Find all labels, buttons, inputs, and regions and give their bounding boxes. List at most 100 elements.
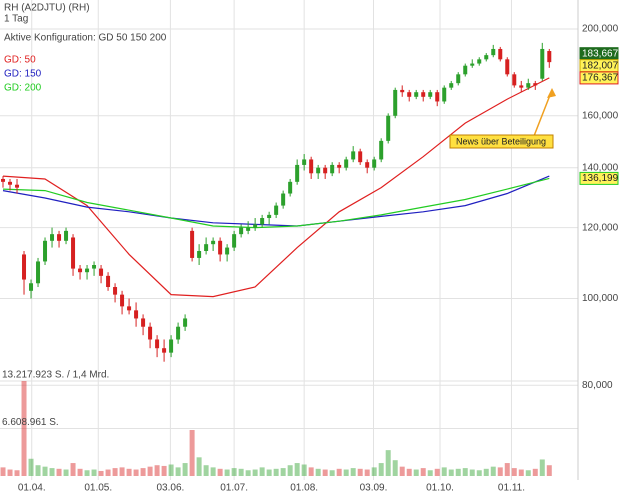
x-tick-label: 03.09.: [360, 483, 388, 494]
candle-body: [505, 59, 510, 75]
volume-bar: [455, 468, 461, 476]
volume-bar: [420, 468, 426, 476]
candle-body: [15, 184, 20, 188]
volume-bar: [266, 469, 272, 476]
candle-body: [491, 48, 496, 56]
volume-bar: [483, 468, 489, 476]
candle-body: [456, 74, 461, 84]
volume-bar: [504, 463, 510, 476]
candle-body: [379, 140, 384, 160]
volume-bar: [336, 468, 342, 476]
volume-bar: [259, 467, 265, 476]
volume-bar: [210, 467, 216, 476]
candle-body: [414, 92, 419, 97]
candle-body: [477, 59, 482, 64]
volume-bar: [21, 381, 27, 476]
volume-bar: [98, 470, 104, 476]
price-label: 176,367: [582, 73, 619, 84]
volume-bar: [371, 467, 377, 476]
candle-body: [169, 339, 174, 353]
candle-body: [393, 89, 398, 116]
grid: [0, 0, 578, 480]
volume-bar: [350, 468, 356, 476]
candle-body: [547, 51, 552, 63]
x-tick-label: 03.06.: [156, 483, 184, 494]
candle-body: [498, 48, 503, 60]
y-tick-label: 80,000: [582, 380, 613, 391]
moving-averages: [2, 77, 550, 298]
candle-body: [176, 326, 181, 340]
volume-bar: [427, 470, 433, 476]
volume-bar: [329, 470, 335, 476]
candle-body: [428, 92, 433, 97]
labels: 80,000 100,000 120,000 140,000 160,000 200,00…: [2, 24, 619, 494]
volume-bar: [385, 450, 391, 476]
candle-body: [253, 224, 258, 228]
volume-bar: [238, 468, 244, 476]
annotation-box: [449, 134, 554, 149]
volume-bar: [105, 469, 111, 476]
volume-bar: [511, 468, 517, 476]
volume-bar: [35, 465, 41, 476]
volume-bar: [469, 469, 475, 476]
candle-body: [344, 159, 349, 168]
volume-bar: [252, 469, 258, 476]
volume-bar: [168, 464, 174, 476]
candle-body: [232, 234, 237, 248]
price-label-box: [579, 71, 619, 85]
y-tick-label: 140,000: [582, 162, 619, 173]
volume-bar: [280, 468, 286, 476]
volume-bar: [189, 430, 195, 476]
annotation-arrow: [533, 89, 553, 137]
legend-label: GD: 200: [4, 83, 42, 94]
volume-tick-label: 13.217.923 S. / 1,4 Mrd.: [2, 370, 109, 381]
volume-bar: [49, 468, 55, 476]
x-tick-label: 01.07.: [220, 483, 248, 494]
candle-body: [1, 178, 6, 182]
candle-body: [274, 205, 279, 215]
annotation-arrowhead: [547, 88, 556, 98]
candle-body: [463, 65, 468, 75]
candle-body: [183, 318, 188, 327]
volume-bar: [182, 463, 188, 476]
candle-body: [43, 240, 48, 262]
candle-body: [316, 167, 321, 174]
candle-body: [162, 348, 167, 353]
y-tick-label: 160,000: [582, 110, 619, 121]
x-tick-label: 01.08.: [290, 483, 318, 494]
candle-body: [197, 250, 202, 258]
volume-bar: [28, 458, 34, 476]
candle-body: [386, 115, 391, 141]
volume-bar: [0, 467, 6, 476]
volume-bar: [392, 460, 398, 476]
candle-body: [190, 230, 195, 258]
volume-bar: [406, 468, 412, 476]
volume-bar: [287, 465, 293, 476]
volume-bar: [231, 468, 237, 476]
candle-body: [267, 214, 272, 219]
volume-bar: [518, 469, 524, 476]
candle-body: [260, 218, 265, 225]
legend-label: GD: 50: [4, 55, 36, 66]
candle-body: [435, 92, 440, 102]
volume-bar: [91, 469, 97, 476]
candle-body: [64, 230, 69, 241]
candle-body: [295, 164, 300, 182]
candle-body: [127, 306, 132, 311]
candle-body: [50, 234, 55, 241]
candle-body: [365, 162, 370, 168]
candle-body: [484, 55, 489, 60]
volume-bar: [539, 459, 545, 476]
candle-body: [519, 85, 524, 88]
candle-body: [337, 164, 342, 168]
volume-bar: [119, 467, 125, 476]
volume-bar: [77, 468, 83, 476]
candles: [1, 42, 552, 362]
candle-body: [281, 193, 286, 206]
volume-bar: [413, 469, 419, 476]
price-label: 136,199: [582, 173, 619, 184]
volume-bar: [294, 463, 300, 476]
candle-body: [211, 240, 216, 245]
volume-bar: [490, 466, 496, 476]
